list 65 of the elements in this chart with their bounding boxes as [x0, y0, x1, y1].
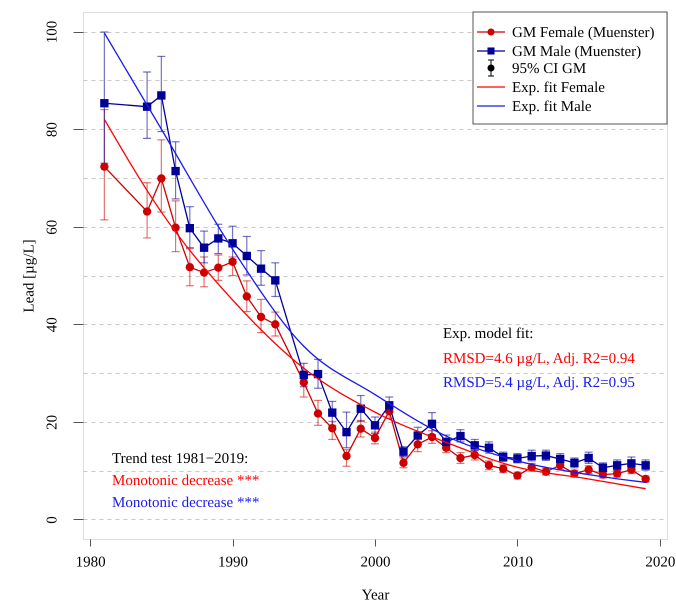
- y-tick-label: 0: [44, 516, 60, 524]
- point: [342, 452, 351, 460]
- point: [186, 263, 194, 272]
- legend-label: Exp. fit Female: [512, 80, 606, 96]
- point: [414, 440, 422, 449]
- point: [399, 447, 408, 456]
- point: [328, 424, 336, 432]
- point: [356, 424, 365, 433]
- legend-label: 95% CI GM: [512, 61, 586, 77]
- point: [627, 459, 636, 468]
- annotation: RMSD=4.6 µg/L, Adj. R2=0.94: [443, 351, 636, 367]
- y-tick-label: 80: [44, 122, 60, 138]
- point: [186, 224, 194, 232]
- legend-label: Exp. fit Male: [512, 99, 592, 115]
- x-tick-label: 2000: [360, 554, 390, 570]
- point: [100, 162, 109, 171]
- point: [256, 312, 266, 322]
- y-tick-label: 40: [44, 317, 60, 332]
- point: [314, 409, 322, 418]
- x-tick-label: 1990: [218, 554, 248, 570]
- point: [157, 174, 166, 183]
- point: [414, 431, 422, 440]
- point: [200, 244, 208, 252]
- point: [428, 420, 436, 428]
- point: [171, 166, 180, 176]
- point: [228, 258, 237, 266]
- point: [456, 432, 465, 440]
- point: [584, 454, 593, 462]
- annotation: Monotonic decrease ***: [112, 473, 260, 489]
- y-tick-label: 60: [44, 220, 60, 235]
- point: [484, 444, 494, 452]
- x-tick-label: 2010: [502, 554, 533, 570]
- point: [242, 292, 251, 301]
- annotation: RMSD=5.4 µg/L, Adj. R2=0.95: [443, 375, 635, 391]
- x-axis-title: Year: [362, 588, 390, 604]
- point: [300, 370, 308, 380]
- point: [271, 320, 280, 328]
- legend-label: GM Male (Muenster): [512, 44, 642, 60]
- point: [100, 99, 109, 108]
- y-tick-label: 100: [44, 20, 60, 44]
- point: [271, 276, 280, 285]
- y-axis-title: Lead [µg/L]: [22, 239, 38, 313]
- point: [528, 452, 536, 460]
- annotation: Exp. model fit:: [443, 326, 534, 342]
- point: [157, 91, 166, 100]
- point: [370, 434, 380, 442]
- annotation: Monotonic decrease ***: [112, 495, 260, 511]
- point: [142, 207, 152, 216]
- legend-label: GM Female (Muenster): [512, 25, 654, 41]
- point: [641, 461, 650, 470]
- y-tick-label: 20: [44, 414, 60, 430]
- point: [356, 404, 365, 413]
- point: [399, 458, 408, 468]
- point: [612, 461, 622, 470]
- annotation: Trend test 1981−2019:: [112, 451, 248, 467]
- point: [328, 408, 336, 417]
- point: [342, 428, 351, 436]
- point: [214, 264, 222, 272]
- x-tick-label: 1980: [76, 554, 106, 570]
- point: [300, 378, 308, 387]
- point: [214, 234, 222, 243]
- x-tick-label: 2020: [645, 554, 676, 570]
- point: [242, 252, 251, 260]
- point: [256, 264, 266, 273]
- point: [370, 421, 380, 430]
